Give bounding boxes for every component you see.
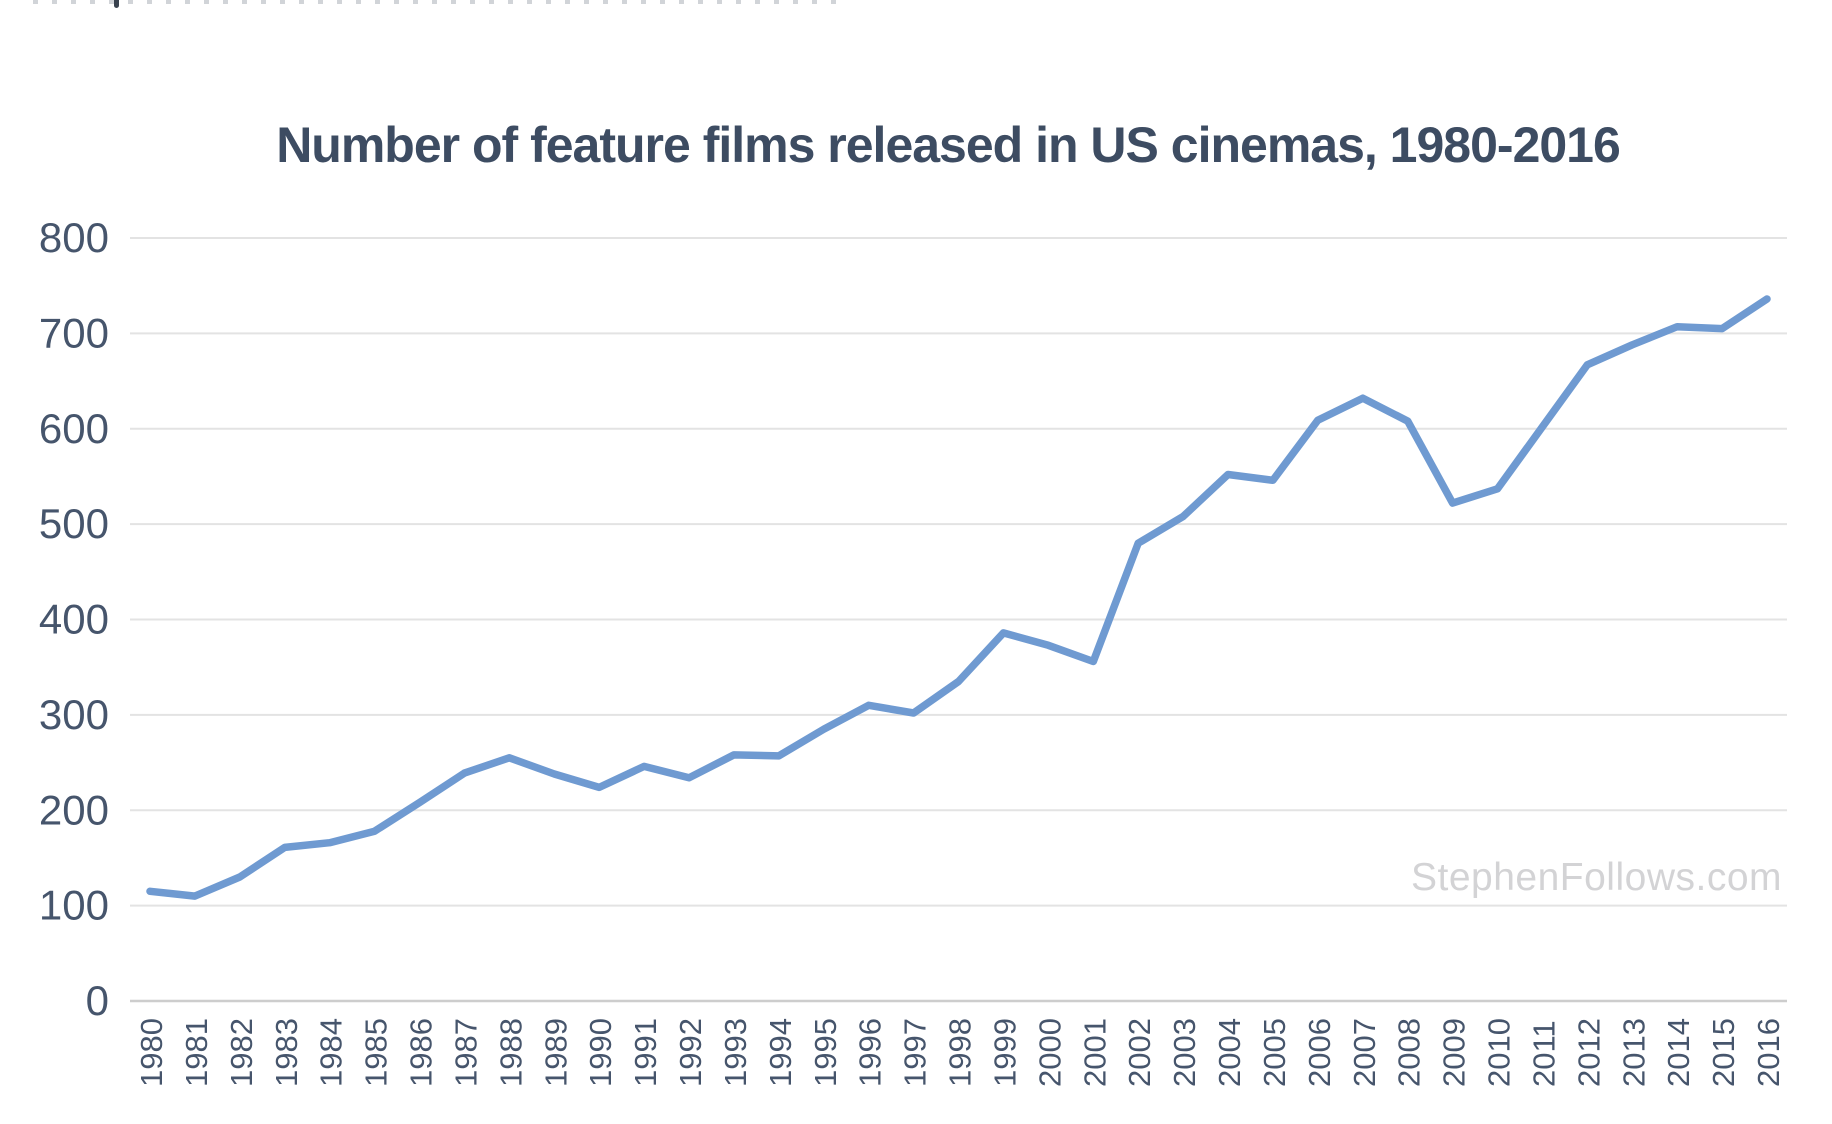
y-tick-label: 200: [39, 786, 109, 833]
watermark: StephenFollows.com: [1410, 856, 1782, 899]
x-tick-label: 2003: [1167, 1018, 1202, 1087]
cropped-text-top: [33, 0, 838, 4]
x-tick-label: 1991: [628, 1018, 663, 1087]
y-tick-label: 0: [86, 977, 109, 1024]
x-tick-label: 1995: [808, 1018, 843, 1087]
x-tick-label: 2002: [1122, 1018, 1157, 1087]
x-tick-label: 2009: [1437, 1018, 1472, 1087]
x-tick-label: 1983: [269, 1018, 304, 1087]
x-tick-label: 1999: [987, 1018, 1022, 1087]
chart-title: Number of feature films released in US c…: [276, 117, 1621, 173]
x-tick-label: 2004: [1212, 1018, 1247, 1087]
y-tick-label: 800: [39, 214, 109, 261]
y-tick-label: 600: [39, 405, 109, 452]
x-tick-label: 2013: [1616, 1018, 1651, 1087]
x-tick-label: 1980: [134, 1018, 169, 1087]
y-tick-label: 500: [39, 500, 109, 547]
data-line-feature-films: [146, 295, 1771, 900]
x-tick-label: 2006: [1302, 1018, 1337, 1087]
x-tick-label: 1993: [718, 1018, 753, 1087]
x-tick-label: 1982: [224, 1018, 259, 1087]
x-tick-label: 2000: [1032, 1018, 1067, 1087]
x-tick-label: 1994: [763, 1018, 798, 1087]
x-tick-label: 1990: [583, 1018, 618, 1087]
x-tick-label: 1985: [359, 1018, 394, 1087]
x-tick-label: 1986: [404, 1018, 439, 1087]
x-tick-label: 1992: [673, 1018, 708, 1087]
x-tick-label: 1984: [314, 1018, 349, 1087]
x-tick-label: 1989: [538, 1018, 573, 1087]
x-tick-label: 1987: [448, 1018, 483, 1087]
x-tick-label: 2016: [1751, 1018, 1786, 1087]
x-tick-label: 2008: [1392, 1018, 1427, 1087]
y-tick-label: 400: [39, 596, 109, 643]
x-tick-label: 2005: [1257, 1018, 1292, 1087]
x-tick-label: 2010: [1482, 1018, 1517, 1087]
x-tick-label: 2011: [1526, 1020, 1561, 1087]
x-tick-label: 2007: [1347, 1018, 1382, 1087]
cropped-text-descender: [114, 0, 119, 8]
y-tick-label: 700: [39, 309, 109, 356]
y-tick-label: 100: [39, 882, 109, 929]
x-tick-label: 1988: [493, 1018, 528, 1087]
y-tick-label: 300: [39, 691, 109, 738]
x-tick-label: 1996: [853, 1018, 888, 1087]
x-tick-label: 2001: [1077, 1018, 1112, 1087]
x-tick-label: 1998: [943, 1018, 978, 1087]
x-tick-label: 2012: [1571, 1018, 1606, 1087]
x-tick-label: 1981: [179, 1018, 214, 1087]
x-tick-label: 2014: [1661, 1018, 1696, 1087]
x-tick-label: 2015: [1706, 1018, 1741, 1087]
x-tick-label: 1997: [898, 1018, 933, 1087]
